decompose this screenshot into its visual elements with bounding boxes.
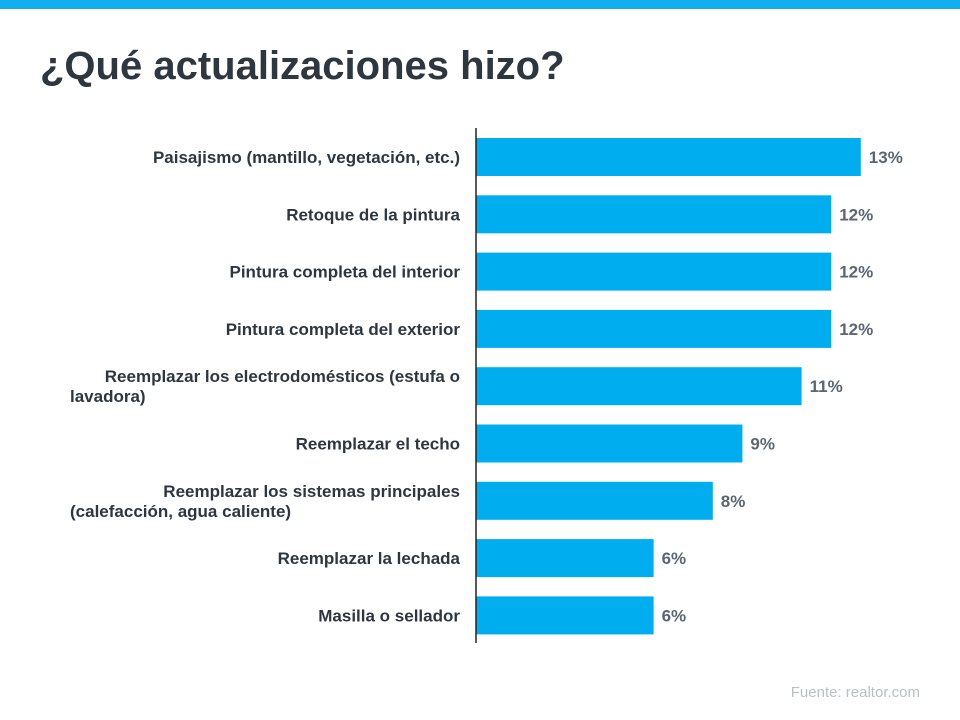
page-title: ¿Qué actualizaciones hizo? xyxy=(40,44,565,88)
bar xyxy=(476,309,832,348)
category-label: Reemplazar los electrodomésticos (estufa… xyxy=(105,367,460,386)
category-label: Reemplazar el techo xyxy=(296,435,460,454)
value-label: 13% xyxy=(869,148,903,167)
value-label: 9% xyxy=(750,435,775,454)
value-label: 6% xyxy=(662,549,687,568)
value-label: 12% xyxy=(839,205,873,224)
bar xyxy=(476,252,832,291)
category-label: Reemplazar la lechada xyxy=(278,549,461,568)
bar xyxy=(476,424,743,463)
category-label: Paisajismo (mantillo, vegetación, etc.) xyxy=(153,148,460,167)
source-note: Fuente: realtor.com xyxy=(790,684,920,701)
category-label: lavadora) xyxy=(70,387,146,406)
category-label: Retoque de la pintura xyxy=(286,205,460,224)
bar xyxy=(476,539,654,578)
bar xyxy=(476,195,832,234)
category-label: Pintura completa del exterior xyxy=(226,320,461,339)
bar xyxy=(476,596,654,635)
category-label: (calefacción, agua caliente) xyxy=(70,502,291,521)
top-accent-bar xyxy=(0,0,960,9)
category-label: Reemplazar los sistemas principales xyxy=(163,482,460,501)
value-label: 11% xyxy=(810,377,843,396)
category-label: Masilla o sellador xyxy=(318,606,460,625)
bar xyxy=(476,481,713,520)
value-label: 8% xyxy=(721,492,746,511)
value-label: 6% xyxy=(662,606,687,625)
value-label: 12% xyxy=(839,263,873,282)
value-label: 12% xyxy=(839,320,873,339)
bar xyxy=(476,138,861,176)
category-label: Pintura completa del interior xyxy=(230,263,461,282)
bar xyxy=(476,367,802,406)
